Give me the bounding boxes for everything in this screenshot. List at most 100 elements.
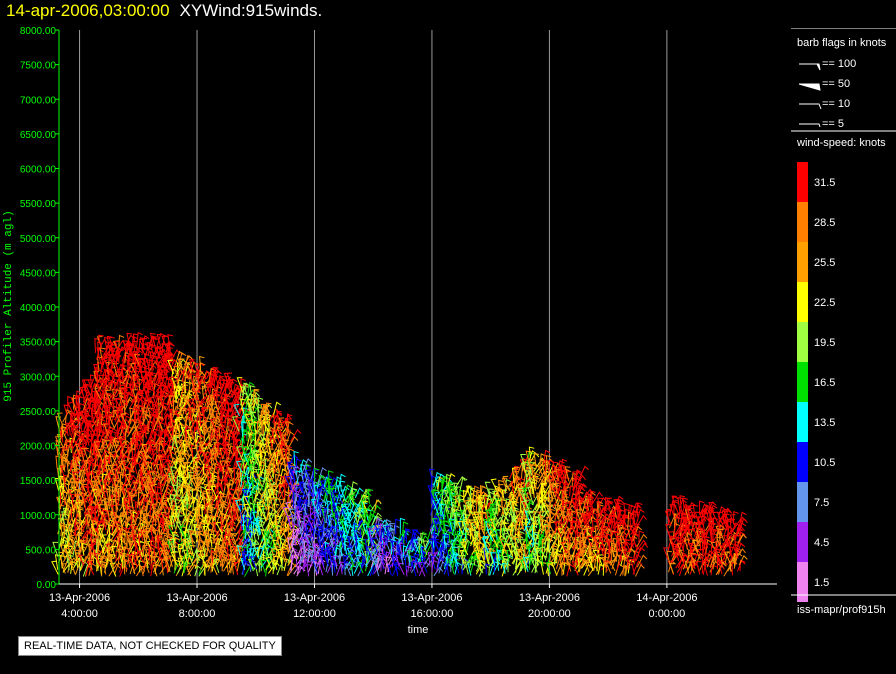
wind-barb bbox=[79, 430, 88, 446]
wind-barb bbox=[156, 333, 163, 347]
wind-barb bbox=[151, 503, 158, 519]
wind-barb bbox=[147, 407, 154, 419]
wind-barb bbox=[156, 481, 164, 495]
wind-barb bbox=[135, 555, 142, 568]
wind-barb bbox=[163, 468, 171, 482]
wind-profile-chart: 13-Apr-20064:00:0013-Apr-20068:00:0013-A… bbox=[3, 26, 777, 636]
wind-barb bbox=[95, 401, 103, 417]
wind-barb bbox=[120, 368, 127, 382]
wind-barb bbox=[109, 451, 118, 467]
wind-barb bbox=[163, 402, 175, 416]
legend-panel: barb flags in knots == 100== 50== 10== 5… bbox=[791, 28, 896, 616]
colorbar-label: 16.5 bbox=[814, 377, 835, 389]
wind-barb bbox=[65, 440, 71, 457]
wind-barb bbox=[152, 395, 158, 410]
wind-barb bbox=[69, 529, 76, 543]
wind-barb bbox=[128, 554, 135, 569]
page-title: 14-apr-2006,03:00:00 XYWind:915winds. bbox=[6, 1, 322, 21]
wind-barb bbox=[104, 429, 111, 440]
wind-barb bbox=[163, 354, 169, 368]
wind-barb bbox=[113, 374, 126, 389]
wind-barb bbox=[75, 425, 83, 440]
wind-barb bbox=[176, 475, 183, 489]
wind-barb bbox=[77, 557, 84, 571]
wind-barb bbox=[185, 565, 192, 577]
wind-barb bbox=[635, 564, 645, 577]
wind-barb bbox=[158, 385, 165, 396]
wind-barb bbox=[108, 416, 115, 429]
wind-barb bbox=[176, 389, 183, 401]
wind-barb bbox=[54, 554, 61, 570]
wind-barb bbox=[157, 395, 166, 411]
colorbar-label: 22.5 bbox=[814, 297, 835, 309]
wind-barb bbox=[133, 395, 140, 411]
wind-barb bbox=[161, 376, 170, 392]
wind-barb bbox=[99, 347, 106, 359]
wind-barb bbox=[131, 551, 138, 564]
wind-barb bbox=[166, 455, 173, 468]
wind-barb bbox=[143, 435, 155, 448]
y-tick-label: 7500.00 bbox=[20, 61, 57, 72]
wind-barb bbox=[179, 499, 186, 510]
barb-key-label: == 50 bbox=[822, 78, 850, 90]
barb-key-item: == 10 bbox=[799, 98, 850, 110]
wind-barb bbox=[118, 387, 125, 398]
wind-barb bbox=[70, 499, 77, 513]
wind-barb bbox=[166, 426, 174, 442]
wind-barb bbox=[165, 430, 172, 445]
wind-barb bbox=[161, 458, 167, 472]
wind-barb bbox=[107, 472, 116, 487]
wind-barb bbox=[177, 416, 185, 432]
barb-key-symbol bbox=[799, 103, 822, 110]
wind-barb bbox=[146, 481, 153, 497]
wind-barb bbox=[180, 470, 187, 483]
wind-barb bbox=[141, 337, 148, 350]
colorbar-swatch bbox=[797, 482, 808, 522]
wind-barb bbox=[80, 411, 91, 425]
colorbar-label: 13.5 bbox=[814, 417, 835, 429]
wind-barb bbox=[183, 560, 191, 574]
wind-barb bbox=[136, 450, 144, 463]
wind-barb bbox=[99, 557, 106, 569]
wind-barb bbox=[101, 563, 107, 577]
y-tick-label: 6500.00 bbox=[20, 130, 57, 141]
wind-barb bbox=[133, 454, 140, 466]
wind-barb bbox=[669, 563, 676, 574]
wind-barb bbox=[119, 384, 126, 396]
wind-barb bbox=[174, 537, 180, 549]
wind-barb bbox=[183, 381, 190, 394]
wind-barb bbox=[93, 482, 99, 497]
wind-barb bbox=[155, 347, 162, 359]
wind-barb bbox=[141, 478, 148, 491]
wind-barb bbox=[73, 425, 79, 438]
wind-barb bbox=[113, 444, 120, 460]
legend-source: iss-mapr/prof915h bbox=[797, 604, 886, 616]
wind-barb bbox=[145, 391, 151, 403]
wind-barb bbox=[173, 416, 182, 432]
wind-barb bbox=[60, 563, 67, 574]
colorbar-swatch bbox=[797, 442, 808, 482]
wind-barb bbox=[108, 557, 115, 569]
wind-barb bbox=[131, 389, 138, 403]
wind-barb bbox=[147, 420, 153, 434]
wind-barb bbox=[153, 511, 160, 523]
wind-barb bbox=[150, 484, 157, 496]
wind-barb bbox=[178, 352, 187, 366]
wind-barb bbox=[167, 541, 173, 553]
wind-barb bbox=[163, 522, 170, 535]
wind-barb bbox=[244, 564, 255, 577]
wind-barb bbox=[141, 510, 148, 525]
colorbar-label: 25.5 bbox=[814, 257, 835, 269]
wind-barb bbox=[119, 401, 129, 416]
wind-barb bbox=[180, 386, 188, 400]
y-tick-label: 500.00 bbox=[25, 545, 56, 556]
wind-barb bbox=[171, 511, 177, 524]
wind-barb bbox=[127, 540, 134, 555]
wind-barb bbox=[106, 510, 113, 523]
wind-barb bbox=[111, 395, 117, 408]
wind-barb bbox=[85, 473, 92, 486]
wind-barb bbox=[144, 516, 157, 531]
wind-barb bbox=[78, 529, 91, 544]
wind-barb bbox=[125, 474, 137, 487]
x-tick-label: 0:00:00 bbox=[649, 608, 686, 620]
